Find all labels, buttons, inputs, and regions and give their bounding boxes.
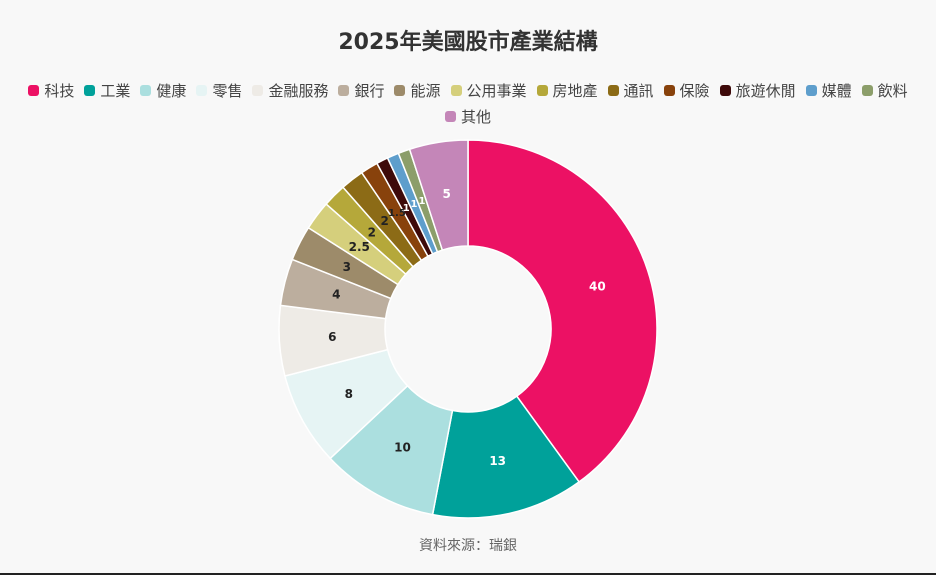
data-label: 2.5 — [349, 240, 370, 254]
legend-label: 其他 — [460, 107, 491, 126]
slice-科技[interactable] — [467, 139, 658, 483]
data-label: 5 — [443, 187, 451, 201]
legend-label: 科技 — [44, 81, 75, 100]
legend-swatch — [394, 84, 406, 96]
legend-label: 房地產 — [552, 81, 598, 100]
legend-item[interactable]: 公用事業 — [450, 80, 527, 100]
legend-swatch — [719, 84, 731, 96]
data-label: 1 — [403, 203, 410, 214]
legend-label: 旅遊休閒 — [735, 81, 796, 100]
data-label: 1.5 — [388, 208, 406, 219]
data-label: 3 — [343, 260, 351, 274]
legend-item[interactable]: 旅遊休閒 — [719, 80, 796, 100]
legend-item[interactable]: 飲料 — [861, 80, 908, 100]
legend-swatch — [338, 84, 350, 96]
chart-title: 2025年美國股市產業結構 — [338, 30, 598, 55]
legend-item[interactable]: 健康 — [140, 80, 186, 100]
bottom-divider — [0, 573, 936, 575]
source-note: 資料來源：瑞銀 — [419, 538, 517, 554]
data-label: 8 — [345, 387, 353, 401]
data-label: 6 — [328, 330, 336, 344]
chart-legend: 科技 工業 健康 零售 金融服務 銀行 能源 公用事業 房地產 通訊 保險 旅遊休閒 媒體 飲料其他 — [10, 80, 926, 126]
legend-item[interactable]: 零售 — [196, 80, 242, 100]
data-label: 1 — [418, 196, 425, 207]
data-label: 13 — [489, 454, 506, 468]
legend-item[interactable]: 其他 — [444, 106, 491, 126]
legend-label: 能源 — [410, 81, 441, 100]
legend-swatch — [450, 84, 462, 96]
legend-item[interactable]: 工業 — [84, 80, 130, 100]
legend-label: 健康 — [156, 81, 187, 100]
data-label: 10 — [394, 441, 411, 455]
legend-label: 飲料 — [877, 81, 908, 100]
legend-item[interactable]: 通訊 — [607, 80, 654, 100]
data-label: 4 — [332, 288, 340, 302]
slice-工業[interactable] — [431, 395, 581, 519]
legend-swatch — [663, 84, 675, 96]
legend-label: 保險 — [679, 81, 710, 100]
legend-item[interactable]: 房地產 — [536, 80, 598, 100]
legend-swatch — [140, 84, 152, 96]
legend-item[interactable]: 保險 — [663, 80, 710, 100]
legend-item[interactable]: 金融服務 — [252, 80, 328, 100]
legend-label: 通訊 — [623, 81, 654, 100]
legend-label: 工業 — [100, 81, 131, 100]
legend-swatch — [444, 110, 456, 122]
legend-swatch — [607, 84, 619, 96]
legend-label: 銀行 — [354, 81, 385, 100]
legend-label: 零售 — [212, 81, 243, 100]
data-label: 2 — [380, 214, 388, 228]
legend-item[interactable]: 銀行 — [338, 80, 384, 100]
legend-item[interactable]: 能源 — [394, 80, 441, 100]
slice-其他[interactable] — [408, 139, 469, 252]
legend-label: 金融服務 — [268, 81, 329, 100]
legend-item[interactable]: 媒體 — [805, 80, 852, 100]
legend-swatch — [252, 84, 264, 96]
legend-swatch — [84, 84, 96, 96]
legend-item[interactable]: 科技 — [28, 80, 74, 100]
data-label: 2 — [368, 225, 376, 239]
legend-swatch — [861, 84, 873, 96]
legend-swatch — [805, 84, 817, 96]
legend-label: 媒體 — [821, 81, 852, 100]
legend-swatch — [28, 84, 40, 96]
data-label: 40 — [589, 279, 606, 293]
legend-swatch — [196, 84, 208, 96]
legend-label: 公用事業 — [466, 81, 527, 100]
legend-swatch — [536, 84, 548, 96]
data-label: 1 — [411, 199, 418, 210]
